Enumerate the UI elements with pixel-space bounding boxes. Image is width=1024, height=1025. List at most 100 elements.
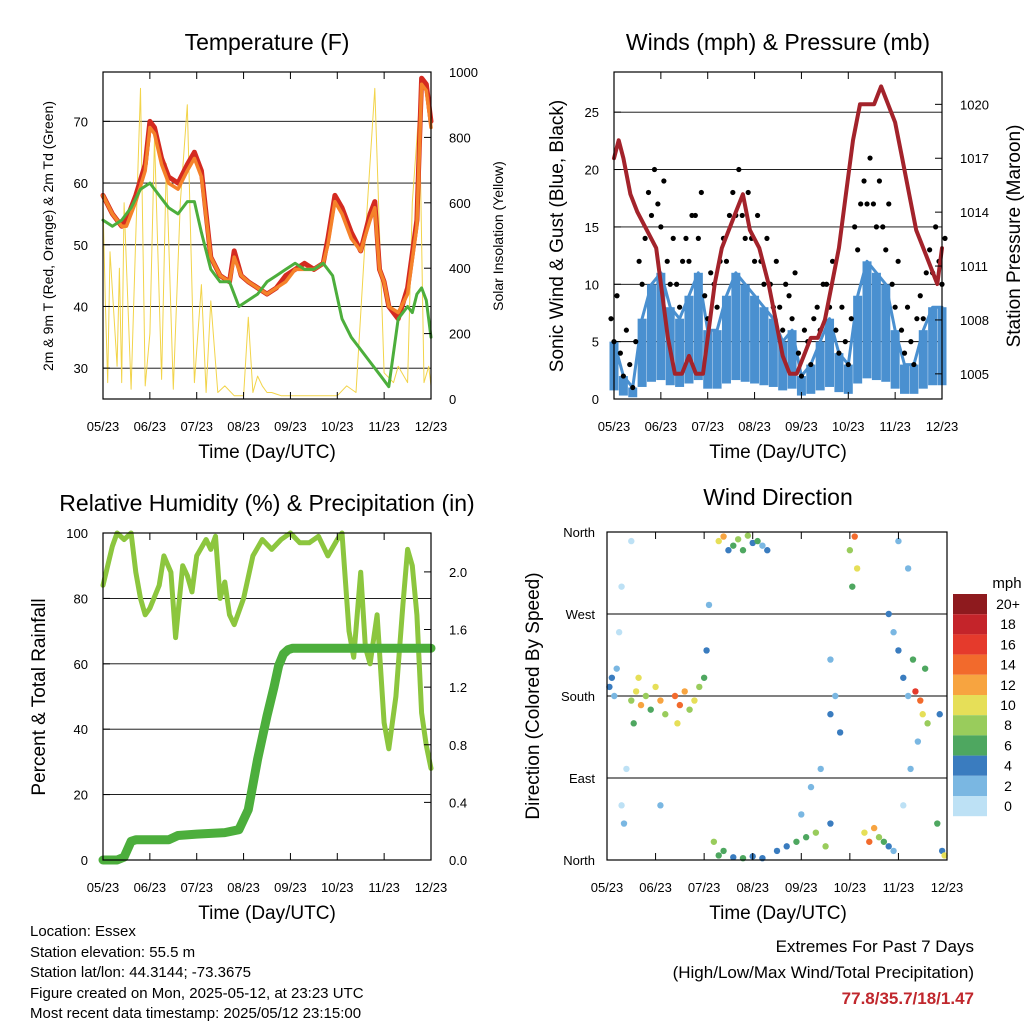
wind-speed-bar xyxy=(825,318,835,387)
direction-point xyxy=(730,542,737,549)
y-tick-label: North xyxy=(563,853,595,868)
direction-point xyxy=(611,692,618,700)
wind-speed-bar xyxy=(721,295,731,384)
wind-speed-bar xyxy=(740,284,750,382)
direction-point xyxy=(686,706,693,713)
legend-label: 20+ xyxy=(996,596,1020,612)
direction-point xyxy=(615,629,623,636)
direction-point xyxy=(912,688,919,695)
legend-label: 12 xyxy=(1000,677,1016,693)
x-tick-label: 07/23 xyxy=(691,419,724,434)
direction-point xyxy=(921,665,929,672)
direction-point xyxy=(895,537,902,545)
direction-point xyxy=(705,601,713,609)
direction-point xyxy=(853,565,861,572)
y2-tick-label: 0.8 xyxy=(449,738,467,753)
gust-point xyxy=(920,316,926,322)
gust-point xyxy=(895,258,901,264)
direction-point xyxy=(703,647,710,654)
wind-speed-bar xyxy=(787,330,797,389)
direction-x-ticks: 05/23 06/23 07/23 08/23 09/23 10/23 11/23 12/23 xyxy=(591,532,963,895)
wind-speed-bar xyxy=(628,387,638,398)
gust-point xyxy=(645,189,652,196)
x-tick-label: 08/23 xyxy=(736,880,769,895)
extremes-box: Extremes For Past 7 Days (High/Low/Max W… xyxy=(673,934,974,1012)
legend-swatch xyxy=(953,634,987,655)
gust-point xyxy=(892,304,898,310)
x-tick-label: 12/23 xyxy=(415,880,448,895)
wind-speed-bar xyxy=(656,272,666,381)
x-tick-label: 07/23 xyxy=(180,419,213,434)
legend-label: 14 xyxy=(1000,657,1016,673)
x-tick-label: 05/23 xyxy=(591,880,624,895)
winds-series xyxy=(608,84,948,398)
wind-speed-bar xyxy=(759,307,769,386)
direction-point xyxy=(618,583,625,590)
wind-speed-bar xyxy=(684,295,694,384)
x-tick-label: 12/23 xyxy=(926,419,959,434)
gust-point xyxy=(792,270,798,276)
direction-point xyxy=(861,829,868,836)
gust-point xyxy=(789,316,795,322)
direction-point xyxy=(620,820,628,827)
y2-tick-label: 1005 xyxy=(960,367,989,382)
wind-speed-bar xyxy=(693,272,703,381)
x-tick-label: 07/23 xyxy=(180,880,213,895)
gust-point xyxy=(867,155,873,161)
gust-point xyxy=(901,350,908,356)
wind-speed-bar xyxy=(909,364,919,394)
y2-tick-label: 0 xyxy=(449,392,456,407)
temperature-series xyxy=(100,75,434,397)
direction-point xyxy=(924,720,931,727)
y-tick-label: 0 xyxy=(81,853,88,868)
y2-tick-label: 1008 xyxy=(960,313,989,328)
gust-point xyxy=(908,339,914,345)
gust-point xyxy=(836,350,842,356)
direction-point xyxy=(914,738,922,745)
gust-point xyxy=(636,258,642,264)
direction-point xyxy=(635,674,642,681)
gust-point xyxy=(674,281,680,287)
relative-humidity-line xyxy=(100,530,434,771)
wind-speed-bar xyxy=(918,330,928,389)
winds-panel: Winds (mph) & Pressure (mb) 0 5 10 15 20 25 1… xyxy=(547,29,1024,463)
direction-point xyxy=(904,692,912,700)
wind-speed-bar xyxy=(637,318,647,387)
direction-point xyxy=(734,536,742,543)
gust-point xyxy=(870,201,877,207)
legend-swatch xyxy=(953,775,987,796)
gust-point xyxy=(845,361,851,368)
gust-point xyxy=(667,281,673,287)
y2-tick-label: 800 xyxy=(449,130,471,145)
x-tick-label: 10/23 xyxy=(321,419,354,434)
direction-point xyxy=(720,847,727,855)
y-tick-label: 30 xyxy=(74,361,88,376)
y2-tick-label: 2.0 xyxy=(449,565,467,580)
direction-point xyxy=(846,547,854,554)
direction-point xyxy=(895,647,902,654)
gust-point xyxy=(829,258,836,264)
direction-point xyxy=(715,852,722,859)
direction-point xyxy=(802,834,810,841)
temperature-y-ticks: 30 40 50 60 70 xyxy=(74,114,110,376)
gust-point xyxy=(798,373,805,379)
y2-tick-label: 1011 xyxy=(960,259,988,274)
gust-point xyxy=(904,304,911,310)
y-tick-label: 80 xyxy=(74,591,88,606)
winds-title: Winds (mph) & Pressure (mb) xyxy=(626,29,930,55)
direction-point xyxy=(822,843,829,850)
speed-legend-title: mph xyxy=(992,575,1021,592)
y2-tick-label: 1.2 xyxy=(449,680,467,695)
gust-point xyxy=(764,235,770,241)
y-tick-label: 70 xyxy=(74,114,88,129)
gust-point xyxy=(726,212,733,219)
gust-point xyxy=(858,201,864,207)
data-timestamp: Most recent data timestamp: 2025/05/12 2… xyxy=(30,1005,362,1022)
legend-label: 10 xyxy=(1000,697,1016,713)
rh-series xyxy=(98,530,436,865)
gust-point xyxy=(723,258,730,264)
x-tick-label: 06/23 xyxy=(645,419,678,434)
x-tick-label: 10/23 xyxy=(834,880,867,895)
temperature-y2-ticks: 0 200 400 600 800 1000 xyxy=(424,65,478,407)
rh-plot-frame xyxy=(102,532,432,861)
